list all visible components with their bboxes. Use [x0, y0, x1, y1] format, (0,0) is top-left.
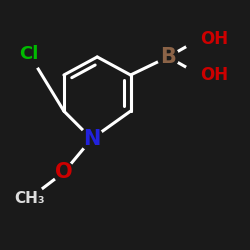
Text: N: N: [83, 129, 100, 149]
Circle shape: [80, 127, 103, 150]
Text: O: O: [55, 162, 73, 182]
Text: Cl: Cl: [20, 45, 39, 63]
Circle shape: [14, 39, 44, 70]
Text: OH: OH: [200, 30, 228, 48]
Text: B: B: [160, 47, 176, 67]
Text: OH: OH: [200, 66, 228, 84]
Circle shape: [185, 60, 215, 90]
Circle shape: [53, 162, 74, 183]
Text: CH₃: CH₃: [14, 191, 44, 206]
Circle shape: [14, 183, 44, 214]
Circle shape: [185, 24, 215, 54]
Circle shape: [158, 46, 178, 68]
